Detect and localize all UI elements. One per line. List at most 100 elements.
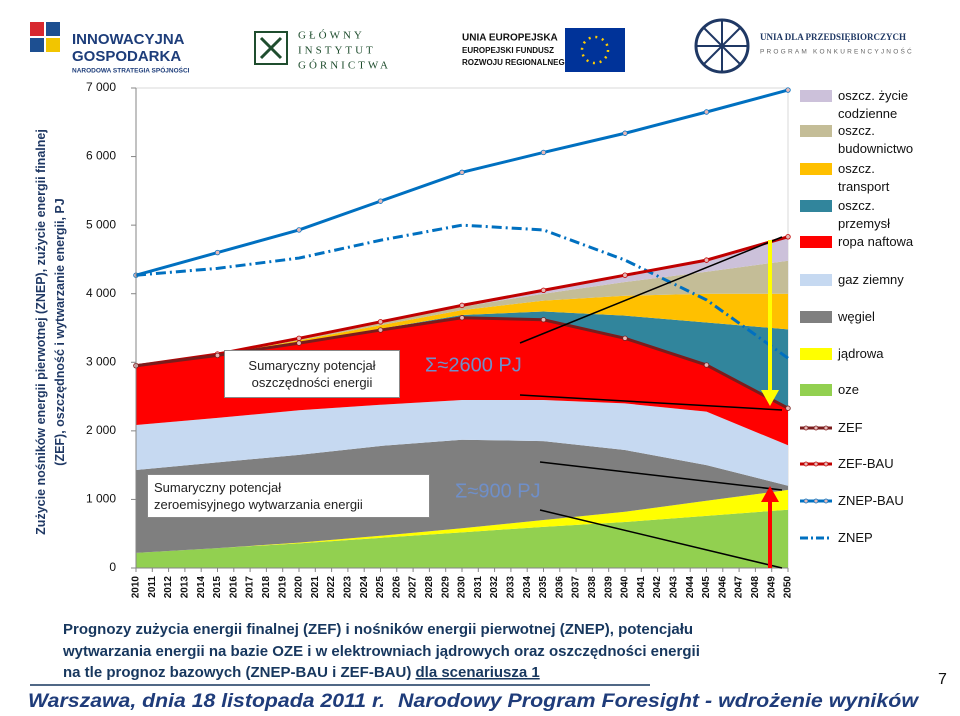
x-tick-label: 2047 bbox=[734, 576, 745, 599]
legend-marker bbox=[813, 425, 819, 431]
x-tick-label: 2028 bbox=[424, 576, 435, 599]
x-tick-label: 2045 bbox=[701, 576, 712, 599]
x-tick-label: 2020 bbox=[294, 576, 305, 599]
x-tick-label: 2023 bbox=[343, 576, 354, 599]
legend-marker bbox=[823, 461, 829, 467]
marker bbox=[622, 335, 628, 341]
x-tick-label: 2025 bbox=[375, 576, 386, 599]
area bbox=[136, 400, 788, 486]
y-tick-label: 4 000 bbox=[86, 286, 116, 300]
x-tick-label: 2033 bbox=[506, 576, 517, 599]
area bbox=[136, 509, 788, 568]
y-axis-title: Zużycie nośników energii pierwotnej (ZNE… bbox=[32, 102, 72, 562]
legend-swatch bbox=[800, 348, 832, 360]
legend-marker bbox=[813, 498, 819, 504]
legend-label: oszcz. przemysł bbox=[838, 198, 891, 231]
legend-label: ZEF-BAU bbox=[838, 456, 894, 471]
legend-label: ZNEP-BAU bbox=[838, 493, 904, 508]
x-tick-label: 2036 bbox=[554, 576, 565, 599]
annotation: Σ≈900 PJ bbox=[455, 480, 541, 502]
area bbox=[136, 439, 788, 553]
x-tick-label: 2049 bbox=[766, 576, 777, 599]
x-tick-label: 2029 bbox=[440, 576, 451, 599]
legend-swatch bbox=[800, 236, 832, 248]
marker bbox=[540, 317, 547, 323]
x-tick-label: 2044 bbox=[685, 576, 696, 599]
y-tick-label: 2 000 bbox=[86, 423, 116, 437]
y-tick-label: 3 000 bbox=[86, 354, 116, 368]
legend-label: jądrowa bbox=[838, 346, 884, 361]
logo-text: GOSPODARKA bbox=[72, 48, 181, 65]
caption: Prognozy zużycia energii finalnej (ZEF) … bbox=[63, 621, 693, 638]
legend-marker bbox=[803, 498, 809, 504]
x-tick-label: 2046 bbox=[717, 576, 728, 599]
x-tick-label: 2032 bbox=[489, 576, 500, 599]
marker bbox=[622, 130, 628, 136]
arrow-head bbox=[761, 390, 779, 406]
x-tick-label: 2021 bbox=[310, 576, 321, 599]
legend-marker bbox=[803, 425, 809, 431]
area bbox=[136, 317, 788, 446]
legend-swatch bbox=[800, 384, 832, 396]
x-tick-label: 2037 bbox=[571, 576, 582, 599]
x-tick-label: 2041 bbox=[636, 576, 647, 599]
logo-text: UNIA EUROPEJSKA bbox=[462, 33, 558, 44]
x-tick-label: 2038 bbox=[587, 576, 598, 599]
legend-swatch bbox=[800, 200, 832, 212]
logo-ue: UNIA EUROPEJSKA EUROPEJSKI FUNDUSZ ROZWO… bbox=[462, 28, 625, 72]
x-tick-label: 2027 bbox=[408, 576, 419, 599]
marker bbox=[296, 340, 302, 346]
logo-text: EUROPEJSKI FUNDUSZ bbox=[462, 46, 554, 55]
marker bbox=[459, 169, 465, 176]
area bbox=[136, 293, 788, 366]
marker bbox=[785, 87, 791, 93]
x-tick-label: 2042 bbox=[652, 576, 663, 599]
legend-label: ZEF bbox=[838, 420, 863, 435]
logo-text: PROGRAM KONKURENCYJNOŚĆ bbox=[760, 47, 914, 56]
marker bbox=[622, 272, 628, 278]
legend-label: oszcz. życie codzienne bbox=[838, 88, 909, 121]
y-tick-label: 7 000 bbox=[86, 80, 116, 94]
legend-swatch bbox=[800, 125, 832, 137]
logo-text: UNIA DLA PRZEDSIĘBIORCZYCH bbox=[760, 32, 906, 42]
logo-text: NARODOWA STRATEGIA SPÓJNOŚCI bbox=[72, 66, 190, 75]
x-tick-label: 2019 bbox=[277, 576, 288, 599]
legend-swatch bbox=[800, 274, 832, 286]
x-tick-label: 2031 bbox=[473, 576, 484, 599]
y-axis-title-line: Zużycie nośników energii pierwotnej (ZNE… bbox=[34, 129, 48, 535]
legend-marker bbox=[823, 425, 829, 431]
legend-swatch bbox=[800, 311, 832, 323]
marker bbox=[703, 362, 710, 368]
marker bbox=[540, 149, 547, 156]
x-tick-label: 2048 bbox=[750, 576, 761, 599]
y-tick-label: 0 bbox=[109, 560, 116, 574]
marker bbox=[540, 287, 547, 293]
marker bbox=[377, 319, 384, 325]
logo-text: GŁÓWNY bbox=[298, 30, 365, 42]
annotation-box: Sumaryczny potencjał oszczędności energi… bbox=[224, 350, 400, 398]
legend-label: oszcz. transport bbox=[838, 161, 890, 194]
x-tick-label: 2035 bbox=[538, 576, 549, 599]
marker bbox=[703, 109, 710, 115]
marker bbox=[214, 352, 221, 359]
x-tick-label: 2014 bbox=[196, 576, 207, 599]
x-tick-label: 2013 bbox=[180, 576, 191, 599]
y-tick-label: 6 000 bbox=[86, 149, 116, 163]
legend-label: ZNEP bbox=[838, 530, 873, 545]
annotation-lines bbox=[519, 236, 783, 569]
x-tick-label: 2011 bbox=[147, 576, 158, 598]
pointer-line bbox=[539, 461, 783, 491]
legend-label: gaz ziemny bbox=[838, 272, 904, 287]
line bbox=[135, 223, 789, 360]
footer: Warszawa, dnia 18 listopada 2011 r. bbox=[28, 691, 385, 712]
caption: wytwarzania energii na bazie OZE i w ele… bbox=[62, 643, 700, 660]
x-tick-label: 2034 bbox=[522, 576, 533, 599]
marker bbox=[377, 198, 384, 204]
page-number: 7 bbox=[938, 671, 947, 688]
logo-udp: UNIA DLA PRZEDSIĘBIORCZYCH PROGRAM KONKU… bbox=[694, 18, 914, 74]
logo-text: ROZWOJU REGIONALNEGO bbox=[462, 58, 571, 67]
legend-label: ropa naftowa bbox=[838, 234, 914, 249]
legend-label: oszcz. budownictwo bbox=[838, 123, 914, 156]
